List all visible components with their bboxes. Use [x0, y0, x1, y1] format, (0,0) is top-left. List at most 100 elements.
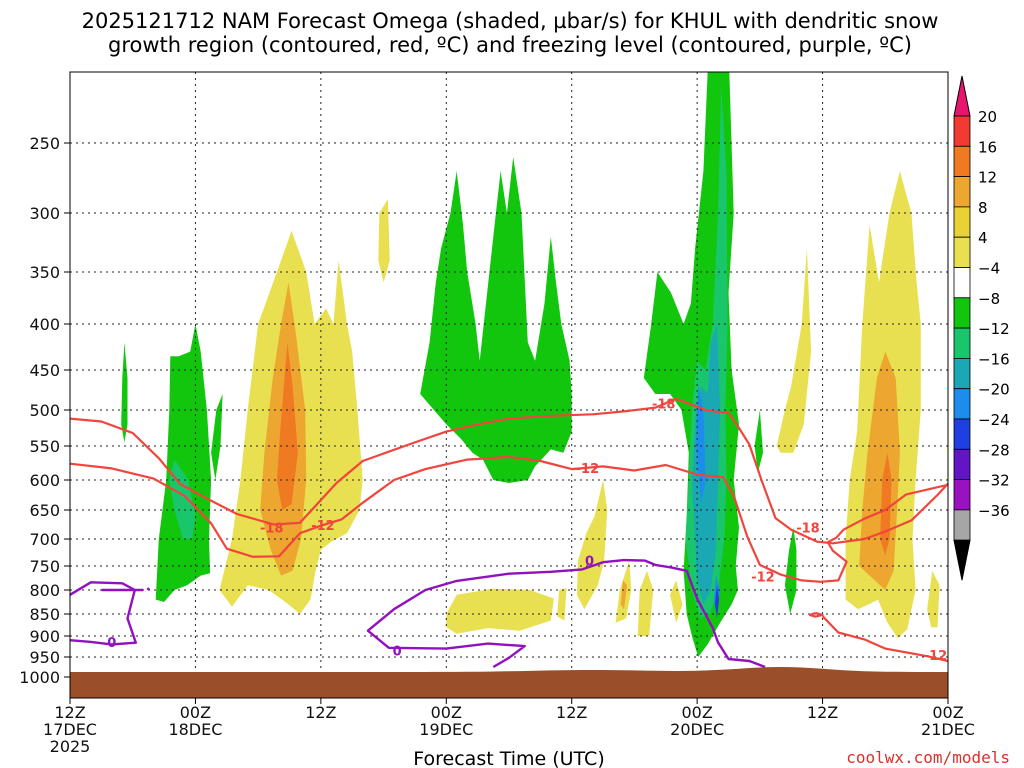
colorbar-label: −32	[978, 472, 1010, 490]
x-tick-label: 17DEC	[43, 720, 97, 739]
y-tick-label: 850	[29, 605, 60, 624]
contour-layer: -18 -12 -18 -12 -18 -12 -12 0 0 0	[70, 397, 948, 669]
y-tick-label: 600	[29, 471, 60, 490]
x-tick-label: 00Z	[431, 703, 462, 722]
chart-title-line2: growth region (contoured, red, ºC) and f…	[108, 33, 912, 57]
colorbar-label: 16	[978, 138, 997, 156]
omega-region-pos4	[446, 588, 554, 634]
y-tick-label: 400	[29, 315, 60, 334]
omega-region-neg4	[121, 342, 128, 443]
x-axis-label: Forecast Time (UTC)	[413, 748, 604, 768]
omega-region-pos4	[670, 580, 683, 623]
colorbar-band	[953, 176, 971, 208]
dgz-contour--12	[70, 455, 948, 583]
colorbar-band	[953, 145, 971, 178]
y-tick-label: 650	[29, 501, 60, 520]
y-tick-label: 900	[29, 627, 60, 646]
omega-region-neg4	[754, 410, 763, 474]
x-tick-label: 12Z	[556, 703, 587, 722]
y-tick-label: 250	[29, 134, 60, 153]
omega-region-neg4	[155, 324, 212, 602]
colorbar-label: −20	[978, 381, 1010, 399]
dgz-contour--18	[70, 397, 948, 545]
colorbar-label: 8	[978, 199, 988, 217]
contour-label: -12	[311, 519, 335, 534]
x-tick-label: 00Z	[932, 703, 963, 722]
contour-label: -12	[924, 649, 948, 664]
colorbar-band	[953, 206, 971, 238]
dgz-contour-small	[808, 611, 824, 618]
y-tick-label: 950	[29, 648, 60, 667]
x-tick-label: 12Z	[54, 703, 85, 722]
omega-region-neg20	[714, 585, 720, 619]
colorbar-label: 20	[978, 108, 997, 126]
plot-frame	[69, 71, 949, 699]
x-tick-label: 00Z	[681, 703, 712, 722]
omega-region-pos4	[557, 588, 567, 621]
x-tick-label: 00Z	[180, 703, 211, 722]
x-tick-label: 20DEC	[670, 720, 724, 739]
y-tick-label: 550	[29, 437, 60, 456]
dgz-contour--12	[821, 615, 948, 663]
colorbar-label: −36	[978, 502, 1010, 520]
contour-label: 0	[585, 555, 594, 570]
colorbar-label: 4	[978, 229, 988, 247]
colorbar-bottom-arrow	[953, 539, 971, 581]
colorbar-band	[953, 418, 971, 450]
y-tick-label: 750	[29, 557, 60, 576]
x-tick-label: 12Z	[305, 703, 336, 722]
omega-region-pos12	[277, 342, 298, 510]
omega-region-pos4	[927, 570, 940, 628]
x-tick-label: 2025	[50, 737, 91, 756]
credit-text: coolwx.com/models	[846, 748, 1010, 767]
ground-terrain	[70, 667, 948, 698]
x-tick-label: 19DEC	[419, 720, 473, 739]
colorbar-band	[953, 267, 971, 299]
colorbar-band	[953, 479, 971, 511]
contour-label: -18	[652, 398, 676, 413]
colorbar-band	[953, 509, 971, 541]
omega-region-pos8	[620, 580, 628, 610]
colorbar-label: −8	[978, 290, 1000, 308]
x-tick-label: 18DEC	[168, 720, 222, 739]
freezing-contour-fragment	[146, 587, 151, 591]
x-tick-label: 21DEC	[921, 720, 975, 739]
contour-label: 0	[107, 636, 116, 651]
axis-layer: 250 300 350 400 450 500 550 600 650 700 750 800 850 9…	[19, 71, 975, 756]
omega-region-neg4	[420, 157, 572, 483]
y-tick-label: 800	[29, 581, 60, 600]
freezing-contour-0	[366, 558, 766, 669]
y-tick-label: 350	[29, 263, 60, 282]
omega-region-neg4	[784, 527, 797, 614]
omega-region-neg4	[211, 394, 223, 480]
y-tick-label: 300	[29, 204, 60, 223]
x-tick-label: 12Z	[807, 703, 838, 722]
colorbar: 20 16 12 8 4 −4 −8 −12 −16 −20 −24 −28 −32 −36	[953, 75, 1010, 581]
colorbar-band	[953, 115, 971, 147]
contour-label: -12	[751, 571, 775, 586]
colorbar-label: −24	[978, 411, 1010, 429]
contour-label: -18	[260, 521, 284, 536]
freezing-contour-0	[70, 581, 137, 646]
colorbar-label: 12	[978, 169, 997, 187]
contour-label: 0	[393, 644, 402, 659]
colorbar-band	[953, 388, 971, 420]
y-tick-label: 700	[29, 530, 60, 549]
y-tick-label: 450	[29, 361, 60, 380]
colorbar-label: −12	[978, 320, 1010, 338]
omega-region-pos4	[776, 248, 812, 453]
colorbar-band	[953, 236, 971, 268]
colorbar-label: −4	[978, 260, 1000, 278]
colorbar-band	[953, 448, 971, 480]
colorbar-band	[953, 357, 971, 390]
omega-region-pos4	[576, 480, 608, 610]
chart-title-line1: 2025121712 NAM Forecast Omega (shaded, µ…	[82, 9, 939, 33]
omega-region-pos4	[637, 570, 654, 636]
contour-label: -12	[576, 462, 600, 477]
colorbar-label: −16	[978, 350, 1010, 368]
colorbar-top-arrow	[953, 75, 971, 117]
omega-shading-layer	[121, 72, 940, 657]
omega-region-pos4	[378, 199, 390, 283]
contour-label: -18	[796, 521, 820, 536]
